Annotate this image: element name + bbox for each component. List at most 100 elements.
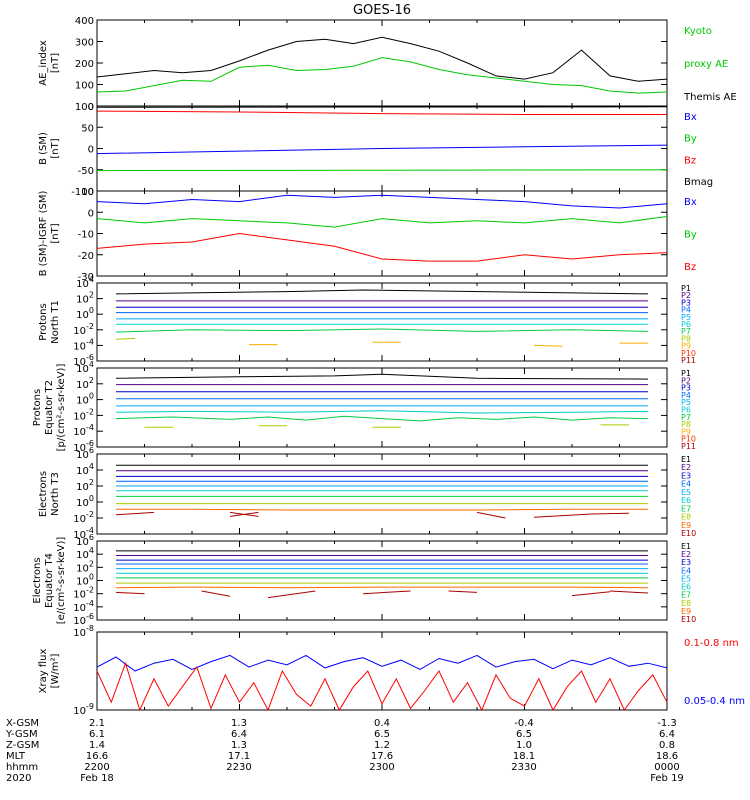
- series-line: [96, 106, 668, 108]
- legend-label: E6: [681, 496, 691, 505]
- legend-label: P6: [681, 406, 691, 415]
- series-line: [476, 511, 506, 519]
- series-line: [96, 216, 668, 228]
- series-line: [96, 194, 668, 209]
- series-line: [96, 232, 668, 262]
- series-line: [115, 415, 649, 422]
- y-tick-label: 102: [76, 291, 94, 306]
- panel-frame: [96, 453, 668, 535]
- orbit-row-value: 0.8: [659, 740, 675, 751]
- plot-title: GOES-16: [353, 3, 411, 18]
- orbit-row-value: 1.0: [516, 740, 532, 751]
- y-tick-label: 100: [75, 81, 94, 92]
- legend-label: Bmag: [684, 177, 713, 188]
- orbit-row-value: 2300: [369, 762, 394, 773]
- panel-frame: [96, 367, 668, 448]
- legend-label: Bx: [684, 112, 697, 123]
- legend-label: E6: [681, 583, 691, 592]
- legend-label: P5: [681, 313, 691, 322]
- legend-label: E4: [681, 566, 691, 575]
- y-axis-label: Equator T2: [44, 380, 55, 435]
- series-line: [96, 110, 667, 115]
- y-axis-label: Electrons: [32, 557, 43, 603]
- legend-label: E10: [681, 615, 696, 624]
- y-tick-label: -30: [78, 272, 94, 283]
- series-line: [96, 57, 668, 94]
- y-tick-label: -20: [78, 251, 94, 262]
- series-line: [115, 289, 649, 295]
- legend-label: P9: [681, 427, 691, 436]
- y-tick-label: 10-9: [73, 702, 94, 717]
- legend-label: E1: [681, 455, 691, 464]
- series-line: [115, 410, 649, 414]
- panel-frame: [96, 282, 668, 362]
- legend-label: P11: [681, 442, 696, 451]
- orbit-row-value: 6.5: [516, 729, 532, 740]
- legend-label: By: [684, 230, 697, 241]
- legend-label: 0.05-0.4 nm: [684, 696, 745, 707]
- series-line: [571, 591, 611, 597]
- legend-label: E9: [681, 521, 691, 530]
- y-tick-label: -100: [71, 187, 94, 198]
- y-tick-label: 0: [88, 208, 94, 219]
- y-tick-label: 100: [76, 494, 94, 509]
- legend-label: P7: [681, 327, 691, 336]
- y-axis-label: Xray flux: [38, 649, 49, 694]
- y-axis-label: North T3: [50, 472, 61, 516]
- orbit-row-value: 1.3: [231, 740, 247, 751]
- series-line: [533, 344, 563, 347]
- orbit-row-value: 2330: [511, 762, 536, 773]
- legend-label: E7: [681, 504, 691, 513]
- y-axis-label: AE_index: [38, 40, 49, 86]
- legend-label: E10: [681, 529, 696, 538]
- y-axis-label: Protons: [38, 303, 49, 340]
- y-tick-label: 0: [88, 145, 94, 156]
- legend-label: P7: [681, 413, 691, 422]
- y-axis-label: North T1: [50, 300, 61, 344]
- legend-label: P3: [681, 384, 691, 393]
- y-axis-label: [e/(cm²-s-sr-keV)]: [56, 537, 67, 625]
- orbit-row-value: 17.6: [371, 751, 393, 762]
- series-line: [96, 661, 668, 712]
- series-line: [533, 512, 630, 518]
- legend-label: E9: [681, 607, 691, 616]
- orbit-row-value: 6.1: [89, 729, 105, 740]
- legend-label: Bz: [684, 262, 696, 273]
- orbit-row-label: X-GSM: [6, 718, 39, 729]
- orbit-row-label: Z-GSM: [6, 740, 39, 751]
- legend-label: P1: [681, 369, 691, 378]
- legend-label: Themis AE: [683, 92, 737, 103]
- legend-label: P6: [681, 320, 691, 329]
- legend-label: P9: [681, 342, 691, 351]
- series-line: [115, 511, 155, 516]
- series-line: [96, 144, 668, 155]
- series-line: [115, 373, 649, 380]
- series-line: [448, 590, 478, 593]
- orbit-row-value: -0.4: [514, 718, 534, 729]
- legend-label: E3: [681, 558, 691, 567]
- legend-label: proxy AE: [684, 59, 728, 70]
- legend-label: By: [684, 134, 697, 145]
- series-line: [115, 586, 649, 589]
- y-tick-label: 10-4: [73, 337, 94, 352]
- orbit-row-value: 6.4: [659, 729, 675, 740]
- orbit-row-value: 2230: [226, 762, 251, 773]
- y-tick-label: 300: [75, 38, 94, 49]
- y-tick-label: 10-2: [73, 322, 94, 337]
- y-tick-label: 0: [88, 102, 94, 113]
- y-tick-label: 102: [76, 376, 94, 391]
- legend-label: P10: [681, 349, 696, 358]
- series-line: [116, 508, 648, 511]
- series-line: [96, 169, 668, 172]
- orbit-row-value: 16.6: [86, 751, 108, 762]
- orbit-row-value: -1.3: [657, 718, 677, 729]
- legend-label: E8: [681, 599, 691, 608]
- legend-label: Kyoto: [684, 26, 712, 37]
- orbit-row-value: 1.4: [89, 740, 105, 751]
- y-tick-label: 400: [75, 16, 94, 27]
